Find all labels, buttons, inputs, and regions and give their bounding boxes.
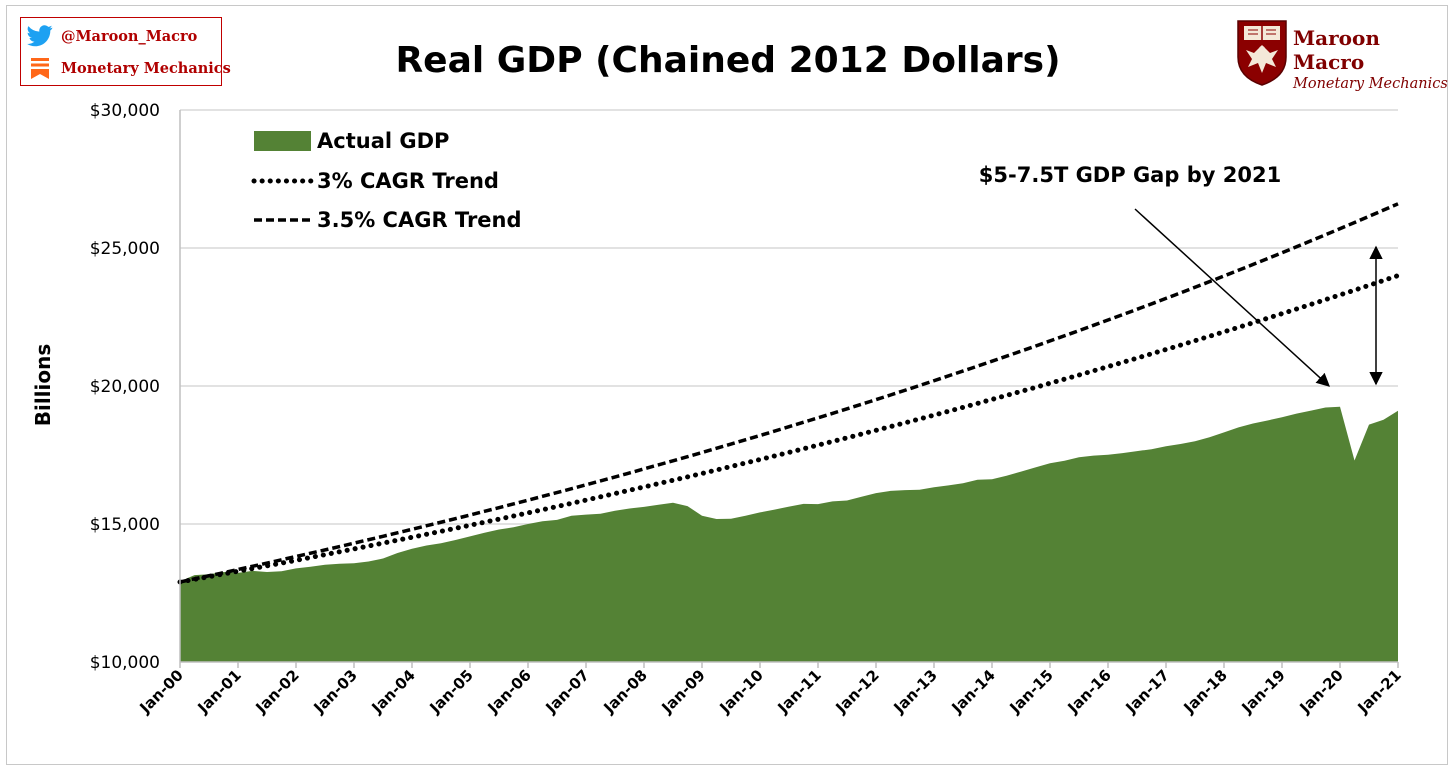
substack-icon xyxy=(31,58,49,79)
shield-phoenix-icon xyxy=(1237,20,1287,86)
substack-row[interactable]: Monetary Mechanics xyxy=(27,55,231,81)
twitter-row[interactable]: @Maroon_Macro xyxy=(27,23,197,49)
brand-name: Maroon Macro xyxy=(1293,26,1380,74)
substack-name: Monetary Mechanics xyxy=(61,59,231,77)
brand-tagline: Monetary Mechanics xyxy=(1293,76,1448,92)
social-handles-box: @Maroon_Macro Monetary Mechanics xyxy=(20,17,231,86)
twitter-bird-icon xyxy=(27,25,53,47)
brand-block: Maroon Macro Monetary Mechanics xyxy=(1293,26,1456,94)
twitter-handle: @Maroon_Macro xyxy=(61,27,198,45)
chart-frame xyxy=(6,5,1448,765)
